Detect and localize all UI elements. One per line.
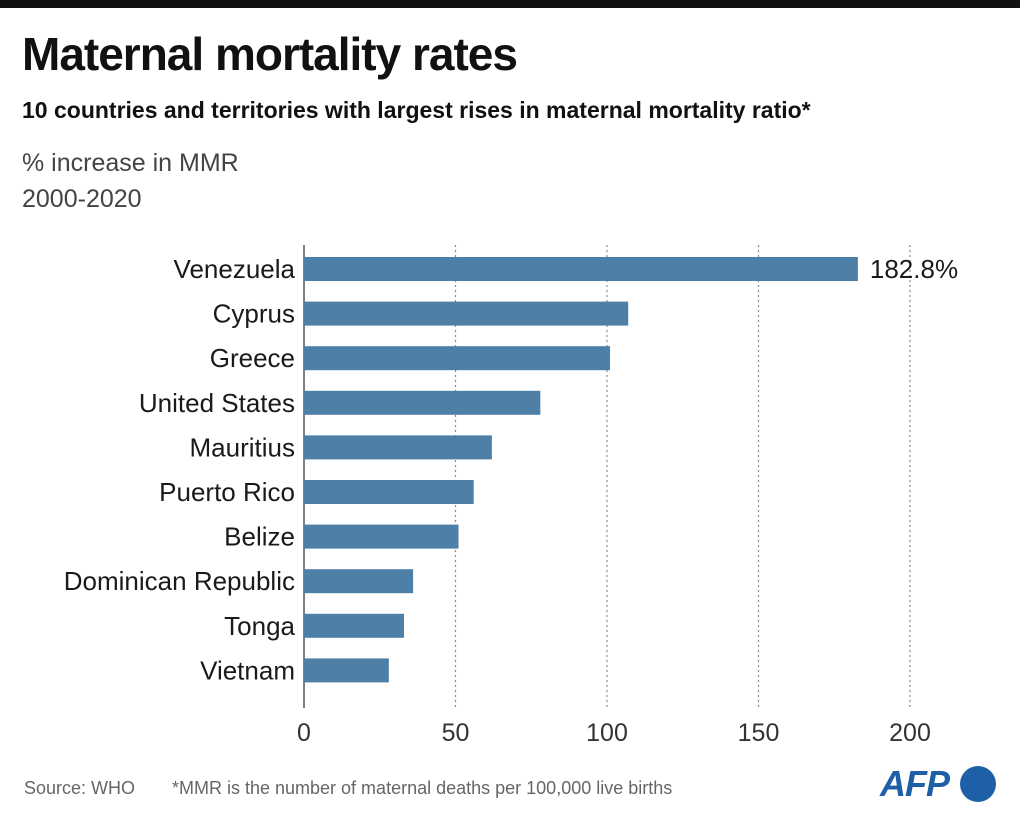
- data-label: 182.8%: [870, 254, 958, 284]
- chart-subtitle: 10 countries and territories with larges…: [22, 97, 811, 123]
- x-tick-label: 200: [889, 719, 931, 747]
- x-tick-label: 50: [442, 719, 470, 747]
- bar: [304, 257, 858, 281]
- category-label: United States: [139, 388, 295, 418]
- bar: [304, 569, 414, 594]
- x-tick-label: 100: [586, 719, 628, 747]
- bar: [304, 390, 541, 415]
- category-label: Vietnam: [200, 655, 295, 685]
- bar-chart: 0 50 100 150 200 Venezuela 182.8% Cyprus Greece U…: [64, 245, 958, 747]
- footnote: *MMR is the number of maternal deaths pe…: [172, 778, 673, 798]
- unit-label: % increase in MMR: [22, 149, 239, 177]
- bar: [304, 301, 629, 326]
- x-tick-label: 0: [297, 719, 311, 747]
- chart-title: Maternal mortality rates: [22, 28, 518, 80]
- category-label: Puerto Rico: [159, 477, 295, 507]
- category-label: Belize: [224, 522, 295, 552]
- source-note: Source: WHO: [24, 778, 136, 798]
- bar: [304, 524, 459, 549]
- x-tick-label: 150: [738, 719, 780, 747]
- bar: [304, 346, 611, 371]
- bar: [304, 480, 474, 504]
- category-label: Greece: [210, 343, 295, 373]
- bar: [304, 658, 389, 683]
- top-rule: [0, 0, 1020, 8]
- category-label: Cyprus: [213, 299, 295, 329]
- afp-logo: AFP: [880, 764, 998, 804]
- category-label: Mauritius: [190, 432, 295, 462]
- period-label: 2000-2020: [22, 185, 142, 213]
- category-label: Dominican Republic: [64, 566, 295, 596]
- bar: [304, 613, 404, 638]
- category-label: Venezuela: [174, 254, 296, 284]
- bar: [304, 435, 492, 460]
- category-label: Tonga: [224, 611, 295, 641]
- afp-logo-dot: [960, 766, 996, 802]
- afp-logo-text: AFP: [880, 763, 950, 804]
